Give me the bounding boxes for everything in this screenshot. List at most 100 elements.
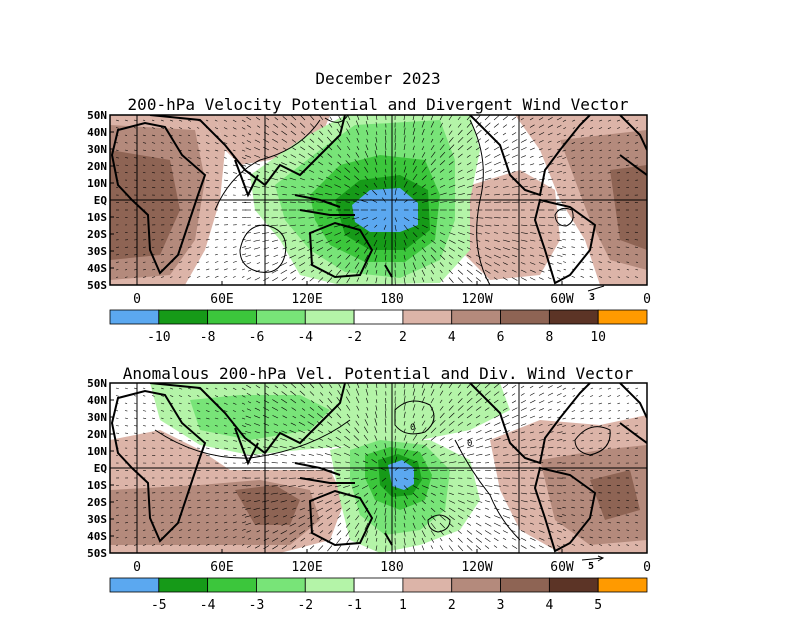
wind-vector	[205, 514, 210, 516]
wind-vector	[374, 150, 378, 158]
wind-vector	[280, 438, 288, 441]
wind-vector	[273, 163, 279, 166]
wind-vector	[457, 254, 462, 258]
wind-vector	[301, 454, 306, 456]
wind-vector	[178, 142, 182, 144]
wind-vector	[448, 530, 453, 534]
wind-vector	[253, 193, 261, 196]
wind-vector	[365, 144, 369, 151]
wind-vector	[289, 262, 297, 267]
wind-vector	[205, 536, 210, 539]
wind-vector	[300, 399, 306, 404]
colorbar-swatch	[597, 309, 648, 325]
wind-vector	[572, 529, 576, 531]
wind-vector	[263, 146, 270, 151]
wind-vector	[245, 507, 252, 510]
wind-vector	[316, 185, 324, 188]
wind-vector	[394, 239, 396, 247]
wind-vector	[291, 277, 297, 281]
wind-vector	[511, 462, 520, 464]
wind-vector	[223, 432, 228, 435]
wind-vector	[563, 134, 567, 137]
wind-vector	[607, 395, 612, 397]
wind-vector	[196, 529, 200, 531]
wind-vector	[385, 135, 387, 143]
wind-vector	[328, 391, 333, 396]
wind-vector	[556, 447, 562, 449]
wind-vector	[151, 127, 155, 129]
wind-vector	[511, 384, 517, 389]
wind-vector	[466, 262, 473, 267]
wind-vector	[412, 460, 418, 464]
wind-vector	[255, 254, 261, 257]
wind-vector	[457, 515, 464, 520]
wind-vector	[538, 545, 544, 549]
wind-vector	[403, 403, 406, 411]
colorbar-label: -4	[297, 330, 313, 345]
wind-vector	[115, 119, 119, 122]
wind-vector	[457, 224, 465, 227]
wind-vector	[327, 485, 333, 487]
wind-vector	[403, 200, 408, 203]
wind-vector	[421, 128, 425, 136]
wind-vector	[365, 530, 369, 537]
colorbar-label: 2	[448, 598, 456, 613]
wind-vector	[169, 119, 174, 122]
wind-vector	[337, 422, 342, 426]
wind-vector	[214, 261, 219, 263]
wind-vector	[608, 544, 612, 546]
wind-vector	[502, 247, 511, 251]
wind-vector	[256, 439, 261, 441]
wind-vector	[375, 143, 378, 151]
wind-vector	[529, 131, 536, 136]
wind-vector	[375, 537, 378, 542]
wind-vector	[547, 507, 552, 510]
wind-vector	[421, 217, 430, 220]
wind-vector	[265, 254, 270, 257]
wind-vector	[598, 410, 603, 412]
wind-vector	[365, 500, 369, 504]
wind-vector	[178, 432, 183, 434]
wind-vector	[232, 528, 237, 531]
wind-vector	[529, 431, 534, 434]
wind-vector	[502, 522, 510, 527]
wind-vector	[598, 395, 603, 397]
wind-vector	[562, 514, 567, 516]
wind-vector	[318, 161, 324, 166]
lat-label: 30S	[87, 245, 107, 258]
wind-vector	[187, 261, 191, 263]
wind-vector	[255, 385, 261, 389]
wind-vector	[355, 515, 360, 521]
wind-vector	[457, 530, 462, 534]
wind-vector	[374, 247, 378, 255]
wind-vector	[262, 500, 270, 503]
wind-vector	[334, 452, 342, 456]
wind-vector	[412, 239, 416, 244]
wind-vector	[502, 178, 507, 181]
wind-vector	[281, 277, 288, 282]
wind-vector	[493, 485, 501, 487]
wind-vector	[354, 452, 360, 456]
wind-vector	[384, 254, 387, 261]
wind-vector	[169, 268, 174, 271]
wind-vector	[263, 139, 270, 143]
wind-vector	[187, 253, 192, 256]
wind-vector	[169, 395, 174, 397]
wind-vector	[466, 232, 474, 235]
wind-vector	[466, 445, 474, 449]
wind-vector	[484, 415, 489, 419]
wind-vector	[484, 177, 492, 181]
wind-vector	[625, 157, 630, 159]
wind-vector	[439, 254, 446, 260]
wind-vector	[384, 418, 387, 426]
wind-vector	[375, 530, 378, 536]
wind-vector	[520, 530, 526, 533]
wind-vector	[288, 485, 297, 487]
colorbar-label: -2	[346, 330, 362, 345]
wind-vector	[466, 453, 475, 456]
wind-vector	[196, 276, 201, 278]
wind-vector	[493, 462, 500, 464]
wind-vector	[246, 277, 252, 280]
wind-vector	[547, 117, 553, 121]
